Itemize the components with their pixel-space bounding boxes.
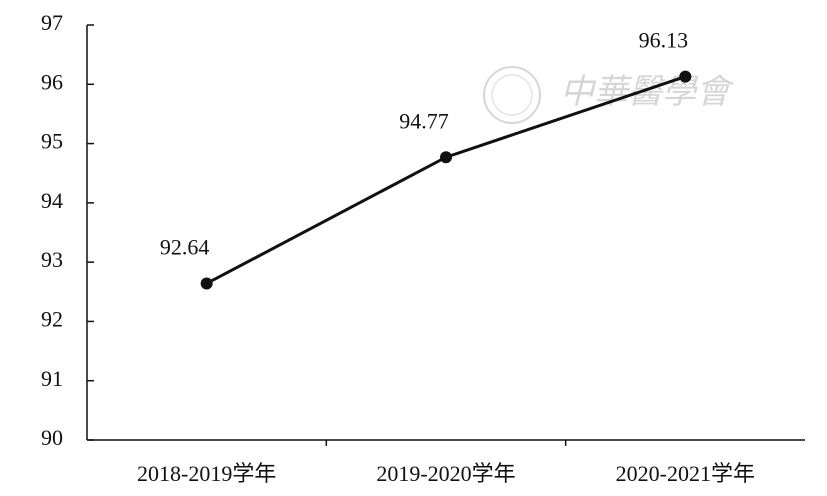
y-tick-label: 96 [41, 69, 63, 94]
watermark-logo [483, 66, 541, 124]
y-tick-label: 94 [41, 188, 63, 213]
marker [440, 151, 452, 164]
data-label: 94.77 [399, 108, 449, 133]
y-tick-label: 91 [41, 366, 63, 391]
y-tick-label: 95 [41, 129, 63, 154]
y-tick-label: 97 [41, 10, 63, 35]
data-label: 96.13 [639, 28, 689, 53]
marker [679, 70, 692, 83]
y-tick-label: 92 [41, 306, 63, 331]
x-tick-label: 2020-2021学年 [616, 461, 755, 486]
x-tick-label: 2018-2019学年 [137, 461, 276, 486]
marker [200, 277, 213, 290]
watermark-logo-inner [491, 74, 533, 116]
y-tick-label: 90 [41, 425, 63, 450]
data-label: 92.64 [160, 235, 210, 260]
watermark: 中華醫學會 [483, 66, 735, 124]
y-tick-label: 93 [41, 247, 63, 272]
watermark-text: 中華醫學會 [560, 74, 735, 111]
x-tick-label: 2019-2020学年 [376, 461, 515, 486]
